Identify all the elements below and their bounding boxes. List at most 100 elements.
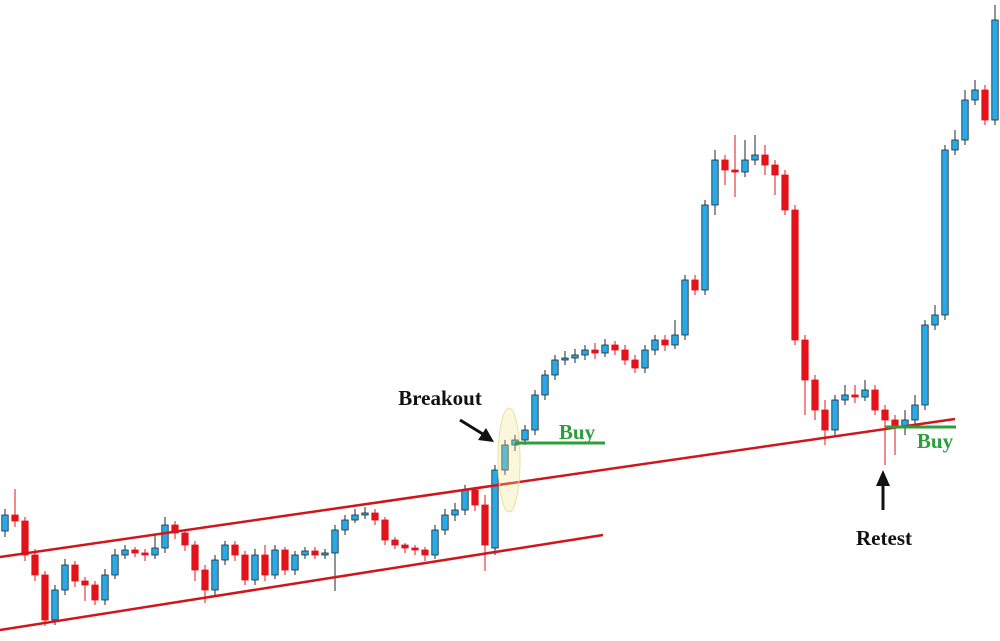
candle-body [851,394,859,398]
candle-body [381,519,389,541]
candle-body [41,574,49,621]
candle-body [821,409,829,431]
candle-body [831,399,839,431]
candle-body [211,559,219,591]
candle-body [411,547,419,551]
candle-body [551,359,559,376]
candle-body [461,489,469,511]
candle-body [341,519,349,531]
candle-body [231,544,239,556]
candle-body [301,550,309,556]
candle-body [291,554,299,571]
candle-body [421,549,429,556]
candle-body [451,509,459,516]
candle-body [951,139,959,151]
candle-body [661,339,669,346]
candle-body [241,554,249,581]
blank-patch [605,403,653,449]
candle-body [871,389,879,411]
candle-body [221,544,229,561]
trend-line-upper [0,417,956,559]
candle-body [181,532,189,546]
candle-body [651,339,659,351]
candle-body [71,564,79,582]
candle-body [531,394,539,431]
candle-body [251,554,259,581]
candle-body [841,394,849,401]
breakout-label: Breakout [398,386,482,410]
candle-body [911,404,919,421]
candle-body [991,19,999,121]
breakout-arrow [459,418,494,442]
candle-body [961,99,969,141]
candle-body [621,349,629,361]
candle-body [31,554,39,576]
candle-body [61,564,69,591]
candle-body [91,584,99,601]
trend-line-lower [0,533,604,632]
retest-arrow [876,470,890,510]
candle-body [771,164,779,176]
candle-body [701,204,709,291]
candle-body [491,469,499,549]
candle-body [161,524,169,549]
candle-body [921,324,929,406]
candle-body [711,159,719,206]
candle-body [861,389,869,398]
candle-body [591,349,599,354]
candle-body [801,339,809,381]
candle-body [931,314,939,326]
candle-body [131,549,139,554]
candle-body [581,349,589,356]
candle-body [171,524,179,534]
candle-body [391,539,399,546]
candle-body [761,154,769,166]
candle-body [971,89,979,101]
candle-body [441,514,449,531]
candle-body [571,354,579,359]
candle-body [611,344,619,351]
candle-body [311,550,319,556]
candle-body [401,544,409,549]
buy-label: Buy [559,420,596,444]
candle-body [561,357,569,361]
candle-body [691,279,699,291]
candle-body [791,209,799,341]
candle-body [271,549,279,576]
candle-body [431,529,439,556]
candle-body [201,569,209,591]
candle-body [121,549,129,556]
candle-body [371,512,379,521]
candle-body [781,174,789,211]
candle-body [671,334,679,346]
retest-label: Retest [856,526,912,550]
candle-body [641,349,649,369]
candle-body [471,489,479,506]
candle-body [351,514,359,521]
candle-body [1,514,9,532]
candle-body [731,169,739,173]
candle-body [541,374,549,396]
candle-body [881,409,889,421]
candle-body [751,154,759,161]
candle-body [601,344,609,354]
candle-body [501,444,509,471]
breakout-highlight [497,407,521,513]
candle-body [521,429,529,441]
candles [1,5,999,626]
candle-body [51,589,59,621]
candle-body [141,552,149,556]
buy-label: Buy [917,429,954,453]
candle-body [631,359,639,369]
candle-body [361,512,369,516]
candle-body [191,544,199,571]
candle-body [481,504,489,546]
candle-body [941,149,949,316]
candle-body [331,529,339,554]
candle-body [21,520,29,556]
candle-body [101,574,109,601]
candle-body [681,279,689,336]
candle-body [261,554,269,576]
